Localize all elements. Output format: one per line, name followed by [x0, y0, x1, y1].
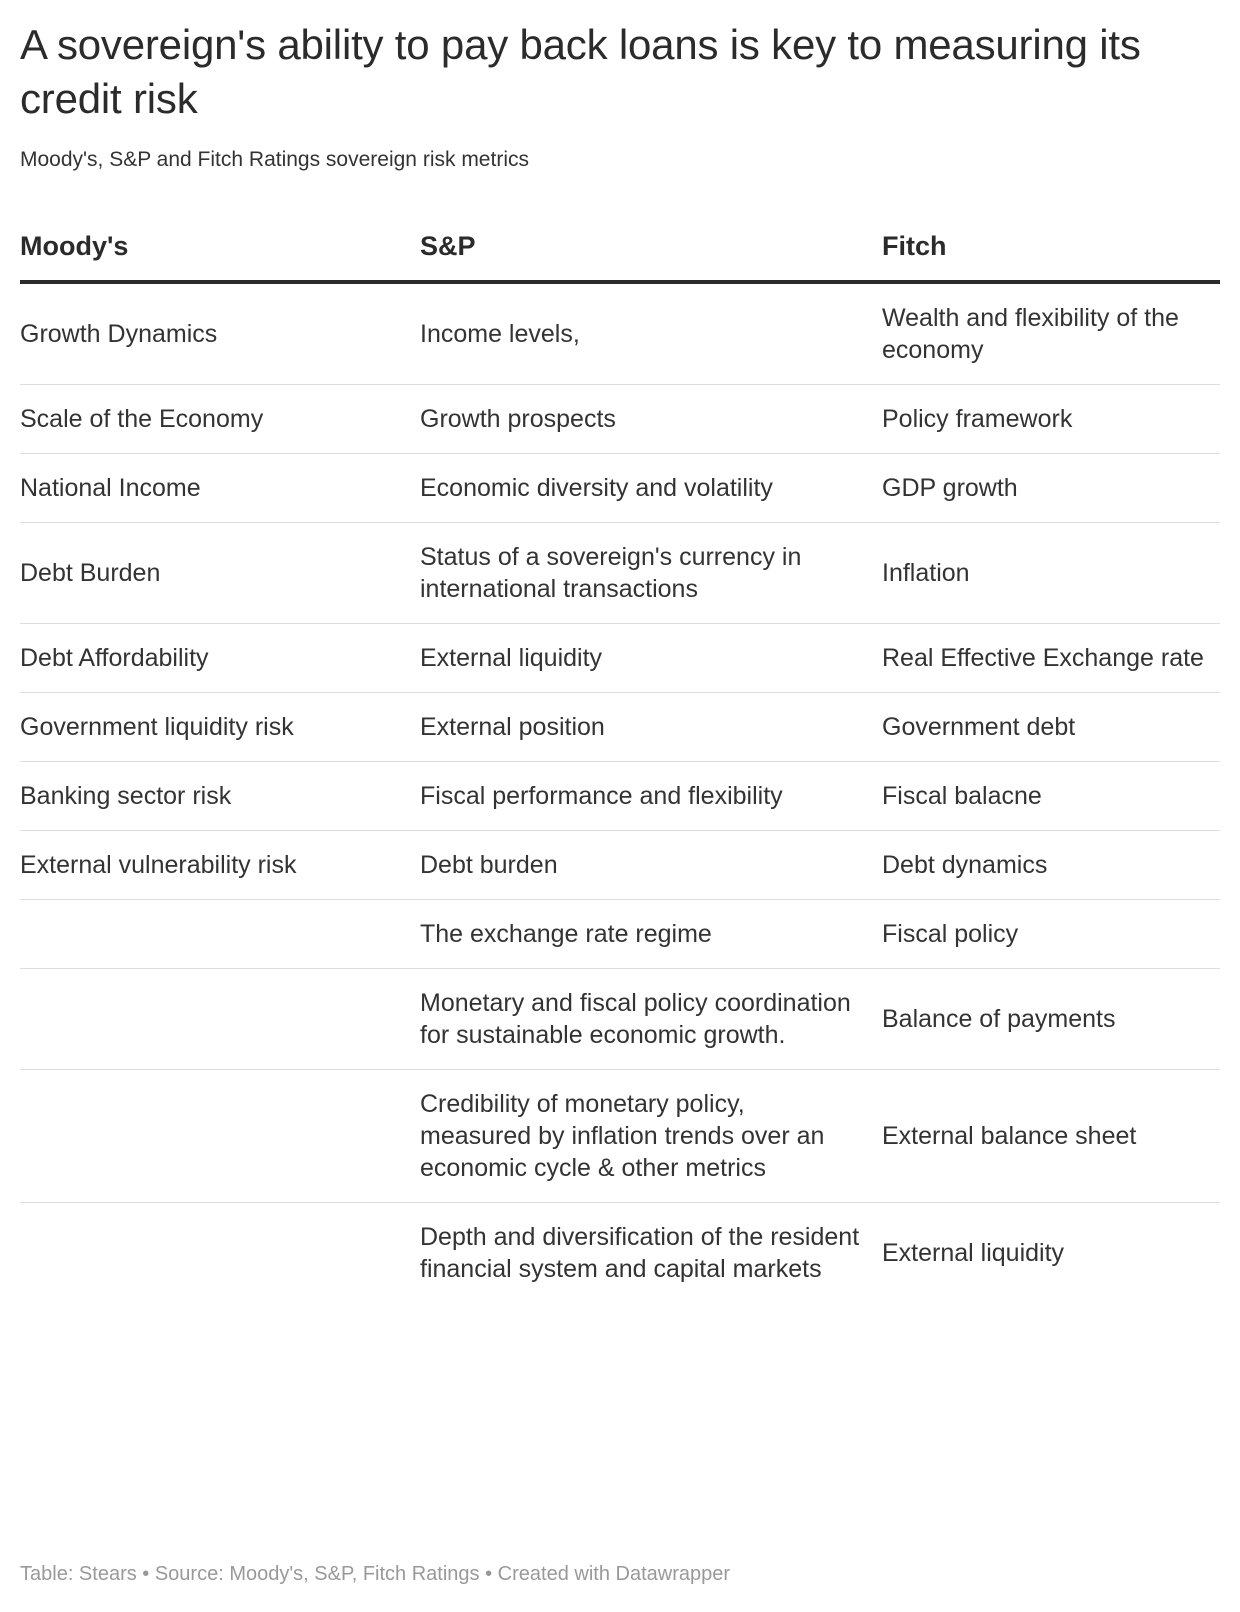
table-cell-fitch: External balance sheet	[882, 1069, 1220, 1203]
table-cell-fitch: Real Effective Exchange rate	[882, 623, 1220, 693]
column-header-moodys[interactable]: Moody's	[20, 216, 420, 284]
table-cell-fitch: GDP growth	[882, 453, 1220, 523]
table-cell-moodys: Debt Burden	[20, 522, 420, 624]
column-header-fitch[interactable]: Fitch	[882, 216, 1220, 284]
table-row: National Income Economic diversity and v…	[20, 453, 1220, 523]
table-row: Growth Dynamics Income levels, Wealth an…	[20, 282, 1220, 385]
table-row: Government liquidity risk External posit…	[20, 692, 1220, 762]
table-cell-fitch: Debt dynamics	[882, 830, 1220, 900]
table-row: Monetary and fiscal policy coordination …	[20, 968, 1220, 1070]
table-footer-credits: Table: Stears • Source: Moody's, S&P, Fi…	[20, 1563, 730, 1585]
table-cell-moodys: Government liquidity risk	[20, 692, 420, 762]
table-cell-sp: Status of a sovereign's currency in inte…	[420, 522, 882, 624]
table-cell-moodys: National Income	[20, 453, 420, 523]
table-cell-fitch: Balance of payments	[882, 968, 1220, 1070]
table-cell-sp: Income levels,	[420, 282, 882, 385]
table-row: Scale of the Economy Growth prospects Po…	[20, 384, 1220, 454]
table-cell-moodys: Scale of the Economy	[20, 384, 420, 454]
datawrapper-table-figure: A sovereign's ability to pay back loans …	[20, 18, 1220, 1303]
table-row: External vulnerability risk Debt burden …	[20, 830, 1220, 900]
table-cell-fitch: External liquidity	[882, 1239, 1065, 1267]
column-header-sp[interactable]: S&P	[420, 216, 882, 284]
table-cell-sp: External position	[420, 692, 882, 762]
table-cell-fitch: Inflation	[882, 522, 1220, 624]
table-cell-moodys: External vulnerability risk	[20, 830, 420, 900]
page-title: A sovereign's ability to pay back loans …	[20, 21, 1141, 122]
table-row: Debt Burden Status of a sovereign's curr…	[20, 522, 1220, 624]
table-cell-fitch: Wealth and flexibility of the economy	[882, 282, 1220, 385]
table-cell-moodys: Growth Dynamics	[20, 282, 420, 385]
table-cell-sp: External liquidity	[420, 623, 882, 693]
table-cell-moodys: Debt Affordability	[20, 623, 420, 693]
table-cell-fitch: Fiscal policy	[882, 899, 1220, 969]
table-cell-moodys	[20, 1069, 420, 1203]
table-cell-sp: Economic diversity and volatility	[420, 453, 882, 523]
table-cell-sp: Growth prospects	[420, 384, 882, 454]
table-row: Credibility of monetary policy, measured…	[20, 1069, 1220, 1203]
table-cell-sp: The exchange rate regime	[420, 899, 882, 969]
table-row: Depth and diversification of the residen…	[20, 1203, 1220, 1304]
table-cell-sp: Debt burden	[420, 830, 882, 900]
table-row: The exchange rate regime Fiscal policy	[20, 899, 1220, 969]
table-cell-fitch: Fiscal balacne	[882, 761, 1220, 831]
table-cell-moodys	[20, 968, 420, 1070]
table-cell-moodys: Banking sector risk	[20, 761, 420, 831]
table-cell-fitch: Government debt	[882, 692, 1220, 762]
table-cell-sp: Credibility of monetary policy, measured…	[420, 1069, 882, 1203]
table-header-row: Moody's S&P Fitch	[20, 216, 1220, 284]
table-row: Debt Affordability External liquidity Re…	[20, 623, 1220, 693]
page-subtitle: Moody's, S&P and Fitch Ratings sovereign…	[20, 148, 529, 171]
table-cell-sp: Depth and diversification of the residen…	[420, 1223, 860, 1283]
table-cell-sp: Monetary and fiscal policy coordination …	[420, 968, 882, 1070]
table-cell-moodys	[20, 899, 420, 969]
table-cell-fitch: Policy framework	[882, 384, 1220, 454]
metrics-table: Moody's S&P Fitch Growth Dynamics Income…	[20, 216, 1220, 1303]
table-cell-sp: Fiscal performance and flexibility	[420, 761, 882, 831]
table-row: Banking sector risk Fiscal performance a…	[20, 761, 1220, 831]
table-cell-moodys	[20, 1203, 420, 1304]
